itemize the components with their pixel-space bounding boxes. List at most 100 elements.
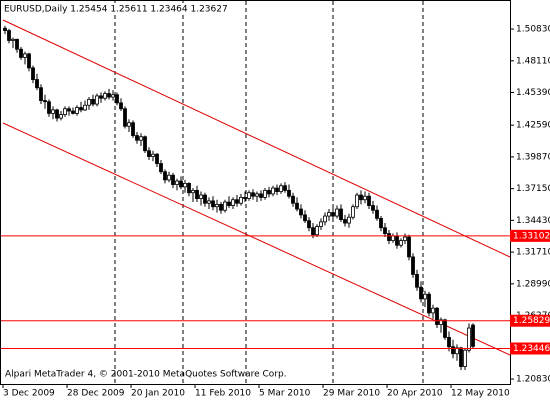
candle-body: [139, 136, 143, 141]
candle-body: [143, 136, 147, 152]
footer: Alpari MetaTrader 4, © 2001-2010 MetaQuo…: [5, 370, 287, 380]
y-tick-label: 1.50830: [516, 25, 550, 35]
candle-body: [103, 93, 107, 99]
candle-body: [95, 95, 99, 105]
x-tick-label: 3 Dec 2009: [3, 389, 55, 399]
candle-body: [315, 226, 319, 236]
candle-body: [227, 201, 231, 206]
candle-body: [271, 187, 275, 195]
candle-body: [179, 180, 183, 188]
x-tick-label: 20 Apr 2010: [387, 389, 443, 399]
y-tick-label: 1.34430: [516, 216, 550, 226]
candle-body: [123, 108, 127, 127]
candle-body: [31, 67, 35, 80]
candle-body: [391, 235, 395, 241]
candle-body: [463, 349, 467, 367]
candle-body: [399, 240, 403, 246]
y-tick-label: 1.42590: [516, 121, 550, 131]
level-label: 1.23446: [513, 344, 550, 354]
candle-body: [151, 153, 155, 157]
candle-body: [43, 100, 47, 103]
candle-body: [411, 256, 415, 275]
candle-body: [231, 199, 235, 206]
candle-body: [255, 193, 259, 197]
candle-body: [287, 189, 291, 197]
candle-body: [279, 185, 283, 192]
candle-body: [155, 153, 159, 164]
candle-body: [359, 194, 363, 201]
candle-body: [423, 293, 427, 300]
y-tick-label: 1.28990: [516, 279, 550, 289]
candle-body: [299, 208, 303, 216]
candle-body: [419, 286, 423, 300]
candle-body: [127, 122, 131, 127]
candle-body: [251, 192, 255, 197]
candle-body: [327, 212, 331, 217]
y-tick-label: 1.48110: [516, 56, 550, 66]
candle-body: [39, 87, 43, 101]
candle-body: [119, 102, 123, 110]
candle-body: [167, 174, 171, 181]
candle-body: [395, 235, 399, 246]
candle-body: [11, 38, 15, 41]
candle-body: [443, 319, 447, 338]
candle-body: [83, 104, 87, 111]
period-separators: [114, 1, 424, 384]
candle-body: [3, 27, 7, 31]
candle-body: [335, 208, 339, 217]
candle-body: [303, 214, 307, 222]
candle-body: [195, 189, 199, 199]
x-tick-label: 28 Dec 2009: [67, 389, 125, 399]
candle-body: [451, 346, 455, 355]
candle-body: [211, 200, 215, 208]
y-tick-label: 1.20830: [516, 375, 550, 385]
candle-body: [67, 108, 71, 112]
candle-body: [291, 195, 295, 204]
candle-body: [19, 48, 23, 58]
candle-body: [183, 182, 187, 188]
candle-body: [471, 324, 475, 347]
candle-body: [199, 194, 203, 199]
candle-body: [283, 185, 287, 191]
candle-body: [455, 347, 459, 355]
candle-body: [343, 219, 347, 224]
channel-upper: [2, 19, 511, 258]
candle-body: [27, 53, 31, 69]
candle-body: [207, 200, 211, 204]
candle-body: [171, 174, 175, 185]
candle-body: [311, 227, 315, 236]
chart-header: EURUSD,Daily 1.25454 1.25611 1.23464 1.2…: [4, 5, 228, 15]
candle-body: [415, 273, 419, 288]
candle-body: [87, 98, 91, 106]
candle-body: [159, 163, 163, 173]
candle-body: [71, 110, 75, 114]
x-tick-label: 5 Mar 2010: [259, 389, 311, 399]
candle-body: [407, 236, 411, 258]
candle-body: [243, 196, 247, 199]
header-bg: [2, 3, 224, 15]
candle-body: [383, 227, 387, 234]
candle-body: [23, 53, 27, 58]
candle-body: [75, 107, 79, 114]
candle-body: [131, 122, 135, 136]
candle-body: [223, 201, 227, 211]
level-label-bg: [510, 342, 550, 355]
candle-body: [203, 194, 207, 204]
x-tick-label: 20 Jan 2010: [131, 389, 185, 399]
candle-body: [263, 189, 267, 198]
candle-body: [319, 221, 323, 227]
candle-body: [459, 347, 463, 367]
x-tick-label: 12 May 2010: [451, 389, 510, 399]
candle-body: [175, 180, 179, 185]
candle-body: [403, 236, 407, 241]
candle-body: [367, 195, 371, 206]
y-tick-label: 1.31710: [516, 248, 550, 258]
candle-body: [99, 95, 103, 99]
level-label-bg: [510, 229, 550, 242]
candle-body: [163, 171, 167, 181]
candle-body: [331, 212, 335, 217]
candle-body: [379, 217, 383, 229]
candle-body: [187, 182, 191, 194]
